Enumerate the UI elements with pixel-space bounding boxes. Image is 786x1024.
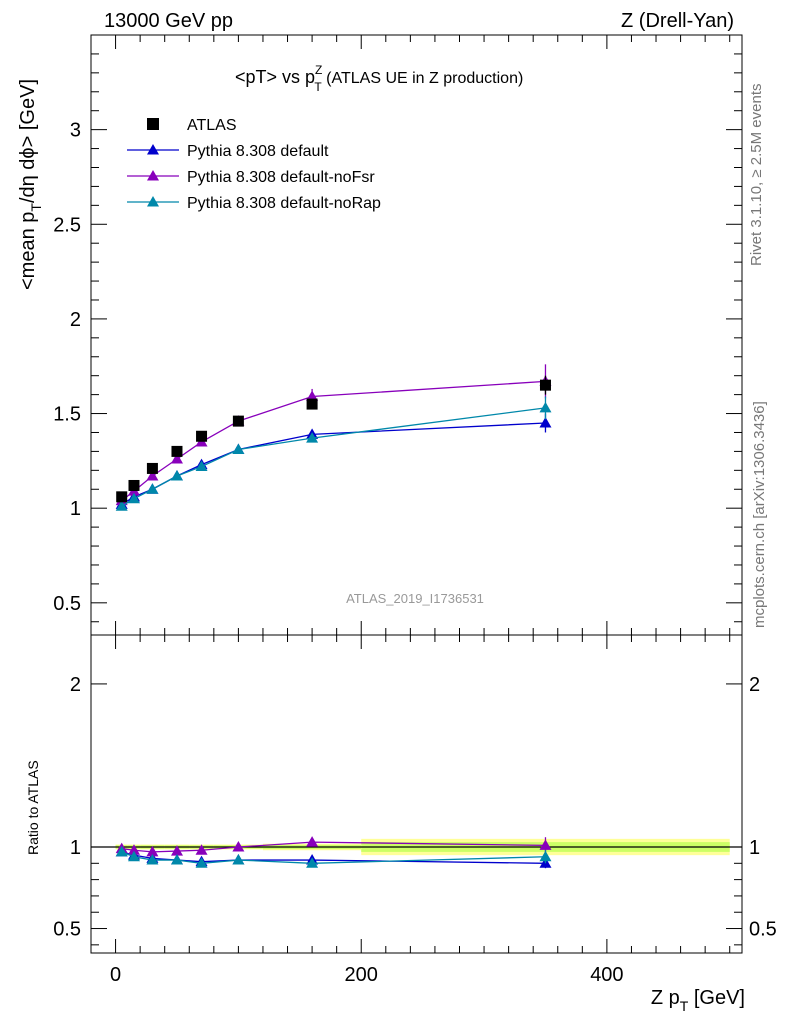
atlas-point	[128, 479, 140, 491]
y-tick-label: 2.5	[53, 214, 81, 236]
legend-marker-default	[147, 144, 159, 155]
ratio-series-noFsr-point	[232, 841, 245, 852]
main-series-noRap-point	[195, 460, 208, 472]
ratio-series-noFsr-point	[146, 845, 159, 857]
ratio-series-noRap-point	[127, 850, 140, 862]
ratio-series-noFsr-point	[306, 836, 319, 847]
x-tick-label: 0	[110, 964, 121, 986]
ratio-series-noFsr-point	[170, 845, 183, 856]
legend-marker-noFsr	[147, 170, 159, 181]
main-series-noFsr-line	[121, 380, 546, 502]
main-series-noFsr-point	[306, 390, 319, 402]
ratio-series-noRap-point	[306, 857, 319, 868]
legend-label-noFsr: Pythia 8.308 default-noFsr	[187, 169, 375, 186]
main-series-noRap-point	[170, 470, 183, 481]
ratio-series-noRap-point	[115, 845, 128, 857]
main-series-default-point	[539, 417, 552, 428]
y-tick-label: 1	[70, 498, 81, 520]
ratio-series-noFsr-point	[195, 844, 208, 855]
ratio-y-tick-label-left: 1	[70, 837, 81, 859]
ratio-series-noRap-point	[170, 854, 183, 865]
ratio-series-noFsr-point	[539, 839, 552, 850]
main-series-noRap-point	[232, 443, 245, 455]
ratio-y-tick-label-right: 0.5	[749, 919, 777, 941]
legend: ATLAS Pythia 8.308 default Pythia 8.308 de…	[127, 117, 381, 212]
ratio-frame	[90, 634, 743, 954]
ratio-series-noRap-point	[195, 857, 208, 868]
legend-label-noRap: Pythia 8.308 default-noRap	[187, 195, 381, 212]
main-series-noFsr-point	[170, 452, 183, 464]
series-layer	[115, 364, 552, 869]
ratio-series-noRap-point	[146, 854, 159, 865]
ratio-series-noRap-point	[539, 850, 552, 862]
atlas-point	[306, 398, 318, 410]
header-right: Z (Drell-Yan)	[621, 10, 734, 32]
analysis-watermark: ATLAS_2019_I1736531	[346, 591, 484, 606]
plot-title: <pT> vs pZ T (ATLAS UE in Z production)	[235, 63, 523, 94]
ratio-series-noRap-point	[232, 854, 245, 865]
mcplots-label: mcplots.cern.ch [arXiv:1306.3436]	[751, 401, 768, 628]
atlas-point	[171, 445, 183, 457]
main-series-noRap-point	[306, 432, 319, 443]
reference-band	[91, 838, 742, 856]
atlas-point	[539, 379, 551, 391]
x-tick-label: 200	[345, 964, 378, 986]
main-series-noRap-point	[539, 401, 552, 413]
header-left: 13000 GeV pp	[104, 10, 233, 32]
legend-marker-atlas	[147, 118, 159, 130]
main-series-noRap-line	[121, 407, 546, 507]
y-axis-label-ratio: Ratio to ATLAS	[25, 760, 41, 855]
main-series-noRap-point	[146, 483, 159, 494]
atlas-point	[232, 415, 244, 427]
y-tick-label: 1.5	[53, 404, 81, 426]
main-series-noRap-point	[115, 500, 128, 511]
atlas-point	[196, 430, 208, 442]
x-tick-label: 400	[590, 964, 623, 986]
ratio-y-tick-label-left: 0.5	[53, 919, 81, 941]
atlas-point	[146, 462, 158, 474]
y-axis-label-main: <mean pT/dη dϕ> [GeV]	[17, 79, 44, 290]
y-tick-label: 2	[70, 309, 81, 331]
legend-marker-noRap	[147, 196, 159, 207]
ratio-series-noFsr-point	[127, 844, 140, 855]
legend-label-default: Pythia 8.308 default	[187, 143, 329, 160]
atlas-point	[116, 491, 128, 503]
legend-label-atlas: ATLAS	[187, 117, 237, 134]
ratio-y-tick-label-right: 2	[749, 674, 760, 696]
y-tick-label: 3	[70, 120, 81, 142]
main-series-noRap-point	[127, 492, 140, 504]
axes	[90, 34, 743, 954]
ratio-y-tick-label-left: 2	[70, 674, 81, 696]
x-axis-label: Z pT [GeV]	[651, 987, 745, 1014]
tick-labels: 0 200 400 0.5 1 1.5 2 2.5 3 0.5 0.5 1 1 2 2	[53, 120, 777, 986]
main-series-noFsr-point	[146, 470, 159, 481]
y-tick-label: 0.5	[53, 593, 81, 615]
rivet-label: Rivet 3.1.10, ≥ 2.5M events	[748, 84, 765, 267]
ratio-y-tick-label-right: 1	[749, 837, 760, 859]
